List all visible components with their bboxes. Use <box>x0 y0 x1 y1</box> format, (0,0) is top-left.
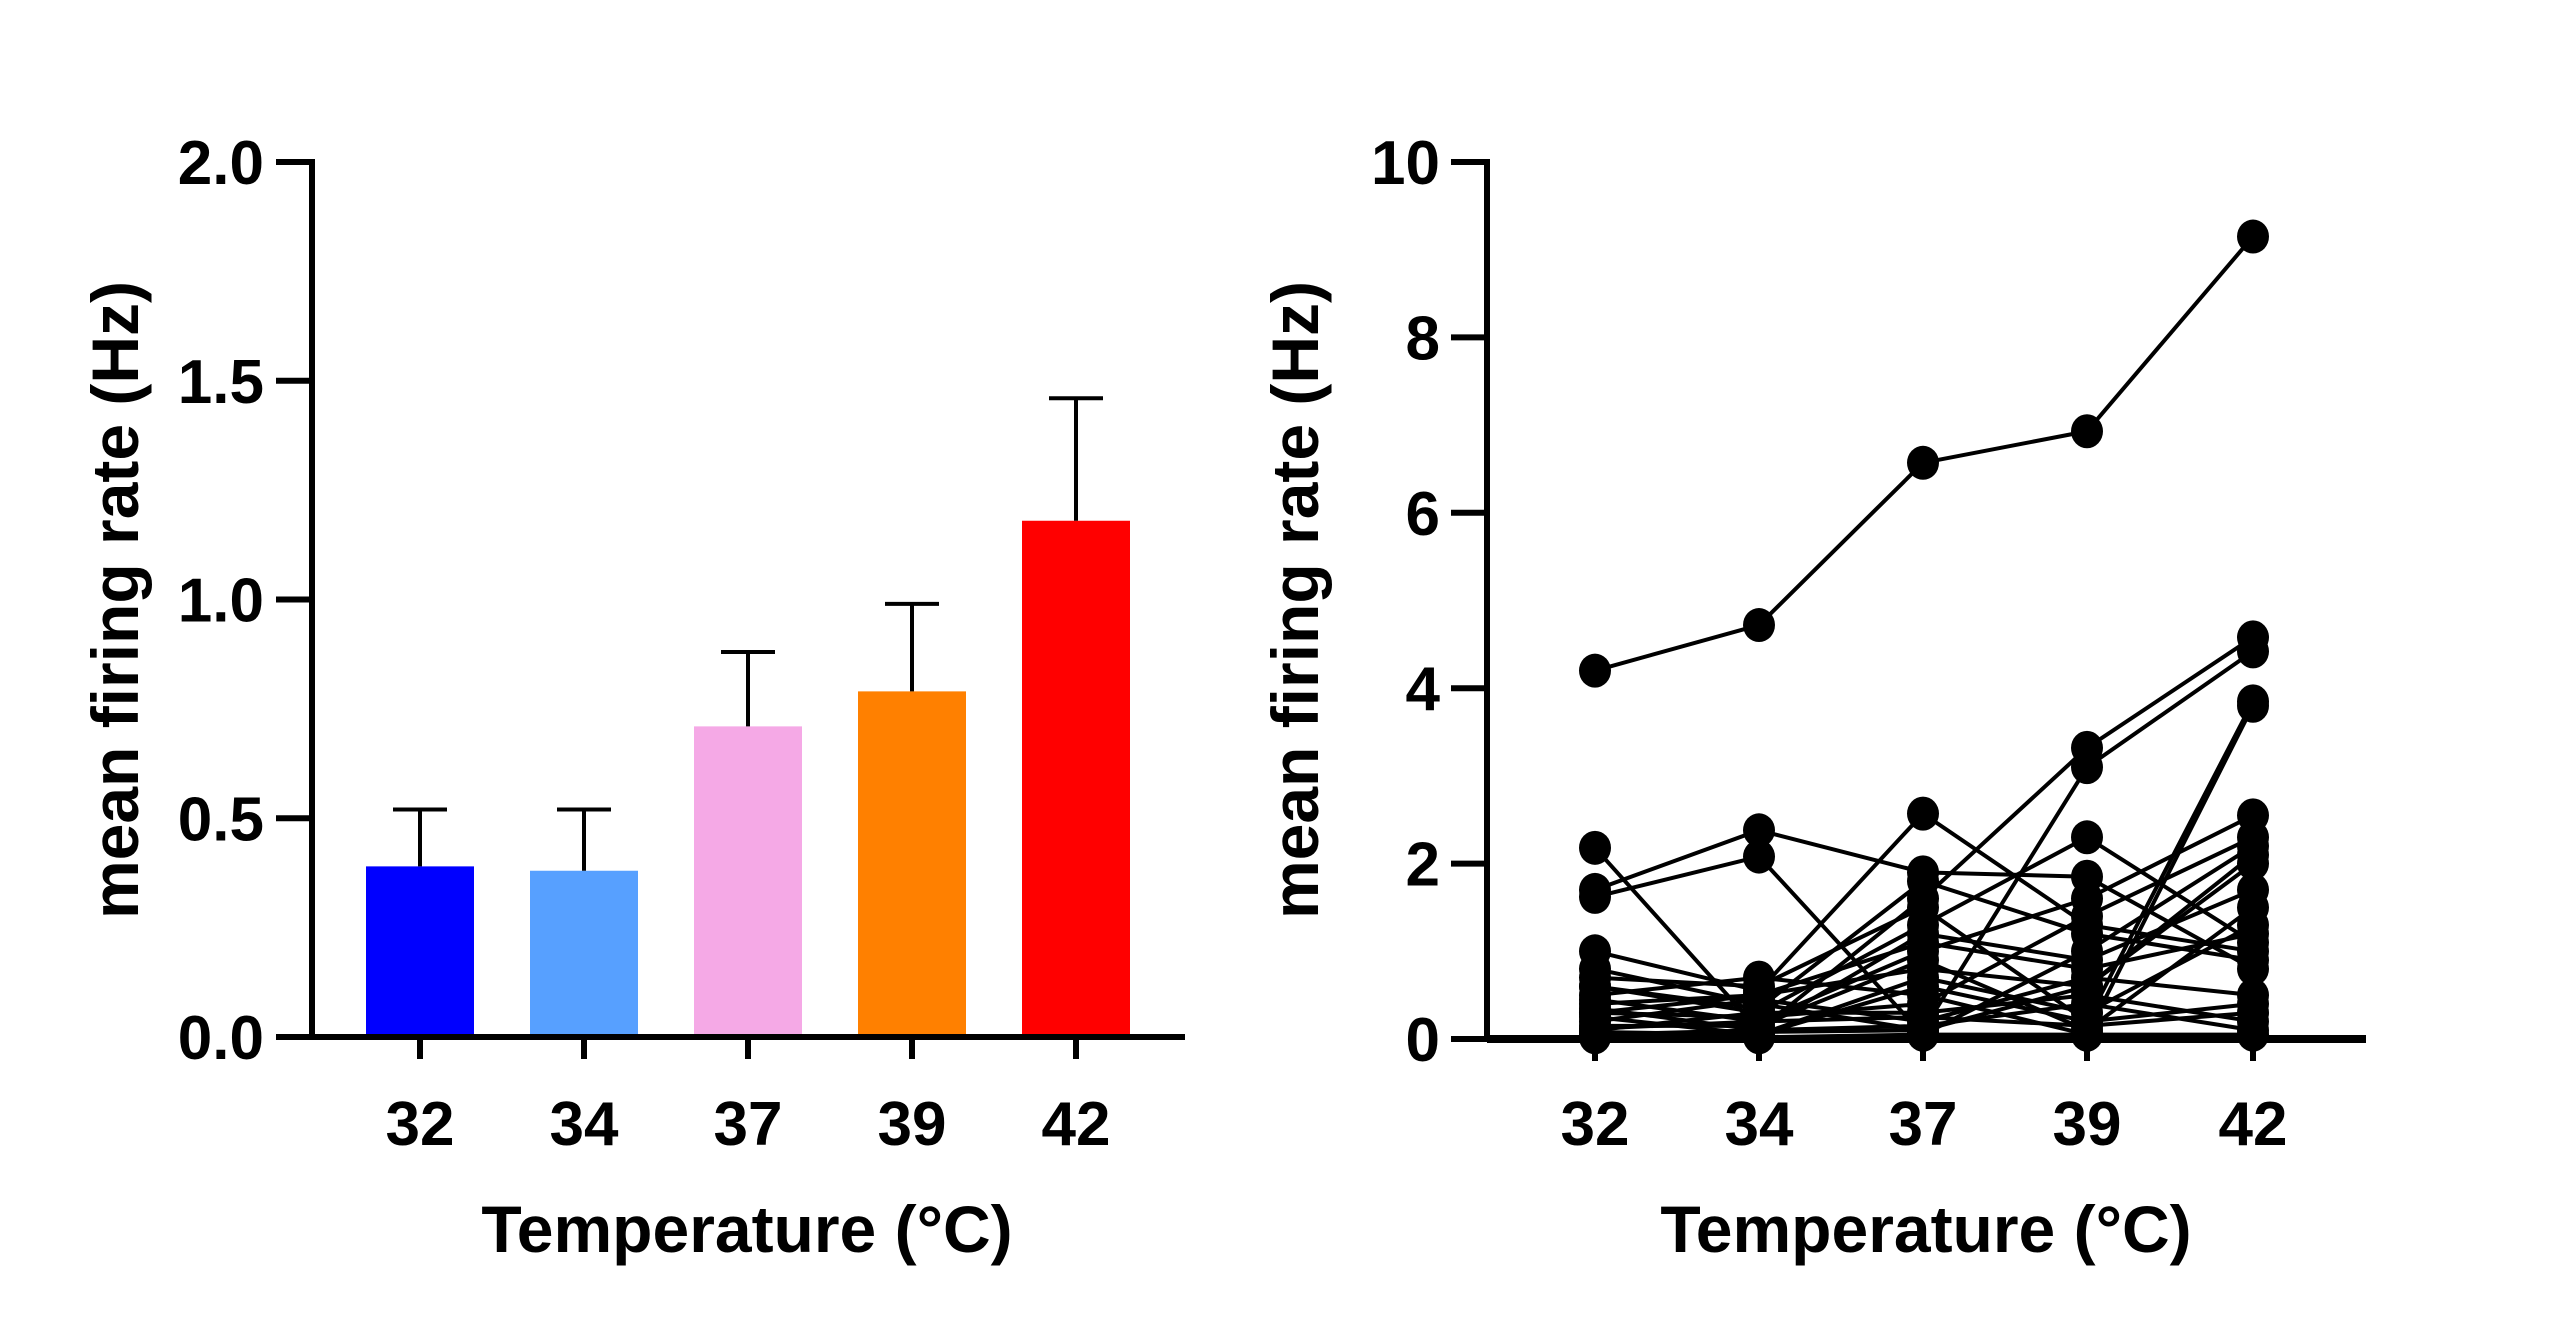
data-point <box>1579 830 1611 865</box>
y-tick-label: 0.0 <box>178 1004 264 1073</box>
y-tick-label: 2.0 <box>178 129 264 198</box>
y-tick-label: 1.5 <box>178 348 264 417</box>
data-point <box>2237 995 2269 1030</box>
data-point <box>1907 925 1939 960</box>
bar-34 <box>530 870 638 1037</box>
y-tick-label: 8 <box>1406 304 1440 373</box>
data-point <box>2071 916 2103 951</box>
right-x-axis-title: Temperature (°C) <box>1660 1192 2191 1266</box>
left-x-axis-title: Temperature (°C) <box>481 1192 1012 1266</box>
bar-32 <box>366 866 474 1037</box>
data-point <box>1743 608 1775 643</box>
x-tick-label: 39 <box>878 1090 947 1159</box>
data-point <box>2237 634 2269 669</box>
x-tick-label: 32 <box>1561 1090 1630 1159</box>
x-tick-label: 42 <box>2219 1090 2288 1159</box>
right-y-axis-title: mean firing rate (Hz) <box>1258 281 1332 919</box>
y-tick-label: 6 <box>1406 480 1440 549</box>
x-tick-label: 39 <box>2053 1090 2122 1159</box>
data-point <box>2237 837 2269 872</box>
data-point <box>1907 445 1939 480</box>
data-point <box>1579 879 1611 914</box>
data-point <box>2237 890 2269 925</box>
data-point <box>1579 969 1611 1004</box>
data-point <box>2237 916 2269 951</box>
data-point <box>2071 750 2103 785</box>
data-point <box>2071 969 2103 1004</box>
data-point <box>2071 1008 2103 1043</box>
data-point <box>1743 839 1775 874</box>
left-y-axis-title: mean firing rate (Hz) <box>78 281 152 919</box>
bar-37 <box>694 726 802 1037</box>
bar-chart: Temperature (°C) mean firing rate (Hz) 3… <box>78 129 1185 1266</box>
data-point <box>2237 219 2269 254</box>
x-tick-label: 42 <box>1042 1090 1111 1159</box>
x-tick-label: 34 <box>1725 1090 1794 1159</box>
data-point <box>1743 978 1775 1013</box>
x-tick-label: 37 <box>1889 1090 1958 1159</box>
data-point <box>2071 414 2103 449</box>
bar-42 <box>1022 520 1130 1037</box>
y-tick-label: 0.5 <box>178 785 264 854</box>
y-tick-label: 4 <box>1406 655 1441 724</box>
y-tick-label: 1.0 <box>178 567 264 636</box>
y-tick-label: 10 <box>1371 129 1440 198</box>
bar-39 <box>858 691 966 1037</box>
data-point <box>2237 943 2269 978</box>
x-tick-label: 34 <box>550 1090 619 1159</box>
y-tick-label: 2 <box>1406 831 1440 900</box>
data-point <box>1743 813 1775 848</box>
data-point <box>2071 820 2103 855</box>
data-point <box>1907 969 1939 1004</box>
data-point <box>2237 688 2269 723</box>
line-chart: Temperature (°C) mean firing rate (Hz) 3… <box>1258 129 2366 1266</box>
x-tick-label: 32 <box>386 1090 455 1159</box>
y-tick-label: 0 <box>1406 1006 1440 1075</box>
data-point <box>1907 864 1939 899</box>
data-point <box>1907 796 1939 831</box>
x-tick-label: 37 <box>714 1090 783 1159</box>
data-point <box>1579 653 1611 688</box>
